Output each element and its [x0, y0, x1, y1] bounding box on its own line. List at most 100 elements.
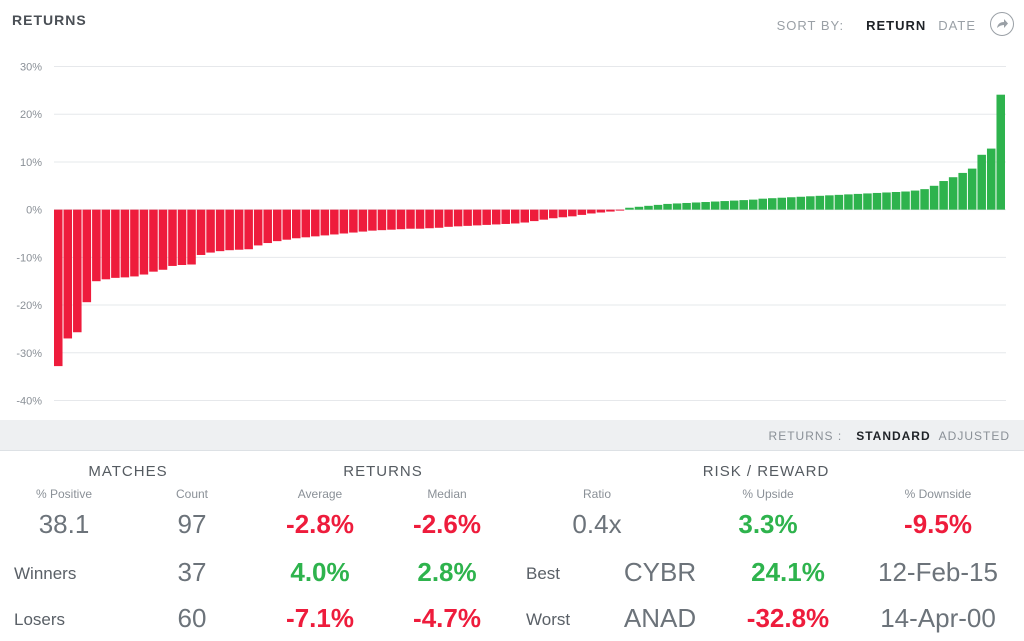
return-bar[interactable] [739, 200, 748, 210]
return-bar[interactable] [787, 197, 796, 210]
return-bar[interactable] [682, 202, 691, 210]
return-bar[interactable] [891, 192, 901, 210]
return-bar[interactable] [577, 209, 587, 215]
return-bar[interactable] [977, 154, 986, 210]
return-bar[interactable] [625, 207, 634, 210]
return-bar[interactable] [910, 190, 920, 210]
return-bar[interactable] [691, 202, 701, 210]
return-bar[interactable] [406, 209, 415, 229]
return-bar[interactable] [549, 209, 558, 219]
return-bar[interactable] [491, 209, 501, 225]
return-bar[interactable] [872, 192, 882, 210]
return-bar[interactable] [939, 181, 948, 210]
return-bar[interactable] [130, 209, 139, 277]
share-button[interactable] [990, 12, 1014, 36]
return-bar[interactable] [501, 209, 510, 224]
return-bar[interactable] [986, 148, 996, 210]
return-bar[interactable] [758, 198, 767, 210]
best-ticker[interactable]: CYBR [623, 557, 697, 587]
return-bar[interactable] [215, 209, 225, 252]
return-bar[interactable] [929, 185, 939, 210]
return-bar[interactable] [311, 209, 320, 237]
return-bar[interactable] [710, 201, 720, 210]
sort-option-return[interactable]: RETURN [866, 18, 927, 33]
return-bar[interactable] [415, 209, 425, 229]
return-bar[interactable] [358, 209, 368, 232]
return-bar[interactable] [920, 189, 929, 210]
return-bar[interactable] [168, 209, 177, 266]
return-bar[interactable] [729, 200, 739, 210]
return-bar[interactable] [425, 209, 434, 229]
return-bar[interactable] [958, 172, 967, 210]
return-bar[interactable] [863, 193, 872, 210]
return-bar[interactable] [530, 209, 539, 222]
return-bar[interactable] [672, 203, 682, 210]
return-bar[interactable] [444, 209, 453, 227]
return-bar[interactable] [149, 209, 158, 272]
return-bar[interactable] [320, 209, 330, 236]
return-bar[interactable] [663, 203, 672, 210]
return-bar[interactable] [882, 192, 891, 210]
return-bar[interactable] [587, 209, 596, 214]
return-bar[interactable] [510, 209, 520, 224]
return-bar[interactable] [434, 209, 444, 228]
return-bar[interactable] [720, 201, 729, 210]
return-bar[interactable] [301, 209, 311, 238]
return-bar[interactable] [853, 193, 863, 210]
return-bar[interactable] [101, 209, 111, 280]
return-bar[interactable] [263, 209, 272, 244]
return-bar[interactable] [596, 209, 606, 213]
return-bar[interactable] [177, 209, 187, 265]
return-bar[interactable] [453, 209, 463, 227]
return-bar[interactable] [234, 209, 244, 250]
return-bar[interactable] [330, 209, 339, 235]
return-bar[interactable] [844, 194, 853, 210]
return-bar[interactable] [54, 209, 63, 367]
return-bar[interactable] [368, 209, 377, 231]
return-bar[interactable] [777, 197, 787, 210]
return-bar[interactable] [82, 209, 92, 303]
return-bar[interactable] [472, 209, 482, 226]
return-bar[interactable] [615, 209, 625, 211]
return-bar[interactable] [748, 199, 758, 210]
return-bar[interactable] [834, 194, 844, 210]
return-bar[interactable] [701, 202, 710, 210]
return-bar[interactable] [568, 209, 577, 217]
return-bar[interactable] [644, 205, 653, 210]
return-bar[interactable] [396, 209, 406, 230]
return-bar[interactable] [282, 209, 291, 240]
return-bar[interactable] [139, 209, 149, 275]
return-bar[interactable] [768, 198, 777, 210]
return-bar[interactable] [339, 209, 349, 234]
return-bar[interactable] [634, 206, 644, 210]
return-bar[interactable] [292, 209, 301, 239]
return-bar[interactable] [206, 209, 215, 253]
return-bar[interactable] [806, 196, 815, 210]
return-bar[interactable] [901, 191, 910, 210]
return-bar[interactable] [63, 209, 73, 339]
return-bar[interactable] [253, 209, 263, 246]
return-bar[interactable] [520, 209, 529, 223]
return-bar[interactable] [158, 209, 168, 270]
return-bar[interactable] [244, 209, 253, 250]
return-bar[interactable] [187, 209, 196, 265]
worst-ticker[interactable]: ANAD [623, 603, 697, 633]
return-bar[interactable] [196, 209, 206, 255]
return-bar[interactable] [967, 168, 977, 210]
return-bar[interactable] [73, 209, 82, 333]
return-bar[interactable] [558, 209, 568, 218]
return-bar[interactable] [377, 209, 387, 231]
return-bar[interactable] [796, 196, 806, 210]
returns-option-standard[interactable]: STANDARD [856, 429, 931, 443]
return-bar[interactable] [272, 209, 282, 242]
return-bar[interactable] [92, 209, 101, 282]
return-bar[interactable] [349, 209, 358, 233]
return-bar[interactable] [120, 209, 130, 278]
return-bar[interactable] [387, 209, 396, 230]
return-bar[interactable] [948, 177, 958, 210]
return-bar[interactable] [606, 209, 615, 212]
return-bar[interactable] [482, 209, 491, 225]
return-bar[interactable] [996, 94, 1005, 210]
return-bar[interactable] [539, 209, 549, 220]
return-bar[interactable] [825, 195, 834, 210]
